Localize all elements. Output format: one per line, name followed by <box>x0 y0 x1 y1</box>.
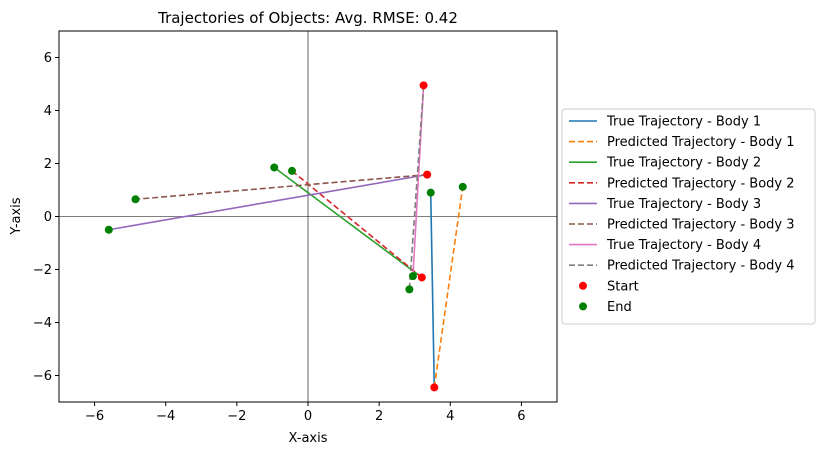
legend-label-1: True Trajectory - Body 1 <box>606 115 761 130</box>
y-tick-label: 4 <box>44 104 52 119</box>
end-point <box>426 188 435 197</box>
legend-label-5: True Trajectory - Body 3 <box>606 197 761 212</box>
legend-label-7: True Trajectory - Body 4 <box>606 238 761 253</box>
legend-label-9: Start <box>607 279 639 294</box>
legend-swatch-10 <box>579 302 587 311</box>
x-tick-label: 0 <box>304 409 312 424</box>
reference-lines <box>59 31 557 402</box>
x-tick-label: −6 <box>85 409 104 424</box>
end-point <box>458 182 467 191</box>
x-tick-label: −4 <box>156 409 175 424</box>
x-axis-ticks: −6 −4 −2 0 2 4 6 <box>85 402 526 424</box>
legend-frame <box>561 108 816 325</box>
legend: True Trajectory - Body 1 Predicted Trajec… <box>561 108 816 325</box>
start-point <box>430 383 439 392</box>
series-line-5 <box>108 173 428 231</box>
y-tick-label: 6 <box>44 51 52 66</box>
x-tick-label: 6 <box>517 409 525 424</box>
series-line-2 <box>433 186 464 388</box>
y-tick-label: −6 <box>33 369 52 384</box>
start-point <box>423 170 432 179</box>
y-tick-label: −4 <box>33 316 52 331</box>
legend-label-10: End <box>607 300 632 315</box>
legend-label-2: Predicted Trajectory - Body 1 <box>607 135 795 150</box>
series-line-4 <box>291 170 423 279</box>
end-point <box>408 272 417 281</box>
series-line-6 <box>135 173 428 201</box>
legend-label-3: True Trajectory - Body 2 <box>606 156 761 171</box>
end-point <box>405 285 414 294</box>
end-point <box>270 163 279 172</box>
points-layer <box>104 81 467 392</box>
legend-swatch-9 <box>579 281 587 290</box>
legend-label-8: Predicted Trajectory - Body 4 <box>607 259 795 274</box>
x-tick-label: 4 <box>446 409 454 424</box>
legend-label-4: Predicted Trajectory - Body 2 <box>607 176 795 191</box>
legend-label-6: Predicted Trajectory - Body 3 <box>607 218 795 233</box>
series-line-1 <box>429 192 436 388</box>
x-tick-label: −2 <box>227 409 246 424</box>
y-axis-title: Y-axis <box>9 197 24 235</box>
end-point <box>104 225 113 234</box>
x-axis-title: X-axis <box>289 431 328 446</box>
series-layer <box>108 85 464 388</box>
x-tick-label: 2 <box>375 409 383 424</box>
chart-title: Trajectories of Objects: Avg. RMSE: 0.42 <box>157 9 458 27</box>
series-line-8 <box>408 85 425 290</box>
start-point <box>419 81 428 90</box>
y-tick-label: −2 <box>33 263 52 278</box>
end-point <box>287 166 296 175</box>
y-axis-ticks: −6 −4 −2 0 2 4 6 <box>33 51 59 384</box>
start-point <box>417 273 426 282</box>
end-point <box>131 195 140 204</box>
y-tick-label: 2 <box>44 157 52 172</box>
y-tick-label: 0 <box>44 210 52 225</box>
